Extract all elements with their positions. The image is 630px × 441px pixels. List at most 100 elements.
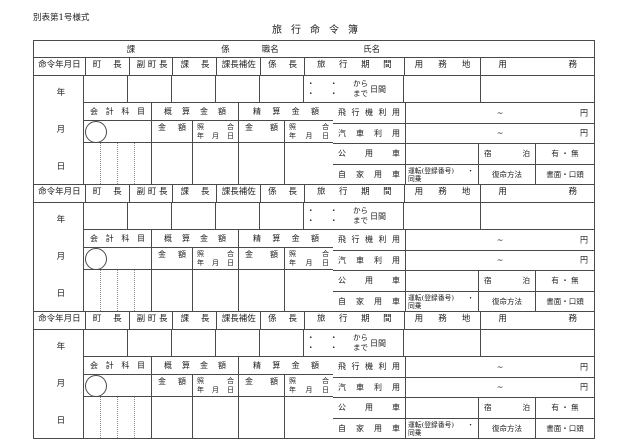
stamp-cell-subsection-chief[interactable] bbox=[260, 76, 304, 102]
stamp-cell-deputy-mayor[interactable] bbox=[128, 203, 172, 229]
train-range-cell[interactable]: ~ 円 bbox=[406, 378, 594, 398]
order-date-cell[interactable]: 年 月 日 bbox=[34, 330, 84, 438]
airplane-range-cell[interactable]: ~ 円 bbox=[406, 230, 594, 250]
account-seal-cell[interactable] bbox=[84, 375, 152, 397]
period-from-label: から bbox=[353, 333, 368, 342]
stamp-cell-section-chief[interactable] bbox=[172, 76, 216, 102]
airplane-range-cell[interactable]: ~ 円 bbox=[406, 357, 594, 377]
year-label: 年 bbox=[56, 342, 66, 352]
official-car-label: 公 用 車 bbox=[333, 398, 406, 418]
settlement-amount-input-cell[interactable] bbox=[239, 397, 285, 438]
stamp-cell-subsection-chief[interactable] bbox=[260, 330, 304, 356]
from-date-dot: ・ bbox=[307, 79, 315, 88]
settlement-amount-input-cell[interactable] bbox=[239, 270, 285, 311]
order-date-cell[interactable]: 年 月 日 bbox=[34, 203, 84, 311]
stamp-cell-section-chief[interactable] bbox=[172, 330, 216, 356]
official-car-input-cell[interactable] bbox=[406, 144, 479, 164]
estimate-collation-input-cell[interactable] bbox=[193, 143, 239, 184]
estimate-amount-input-cell[interactable] bbox=[152, 143, 193, 184]
seal-circle-icon bbox=[85, 248, 107, 270]
header-duty-place: 用 務 地 bbox=[405, 312, 482, 329]
report-options[interactable]: 書面・口頭 bbox=[546, 423, 584, 433]
private-car-input-cell[interactable]: 運転(登録番号) ・ 同乗 bbox=[406, 164, 479, 184]
period-to-label: まで bbox=[353, 343, 368, 352]
stamp-cell-mayor[interactable] bbox=[84, 330, 128, 356]
train-label: 汽 車 利 用 bbox=[333, 377, 406, 397]
stamp-cell-assistant-section-chief[interactable] bbox=[216, 203, 260, 229]
stamp-cell-mayor[interactable] bbox=[84, 76, 128, 102]
settlement-amount-input-cell[interactable] bbox=[239, 143, 285, 184]
header-duty: 用 務 bbox=[498, 187, 577, 197]
settlement-collation-label: 照 合 年 月 日 bbox=[289, 123, 329, 140]
form-number-note: 別表第1号様式 bbox=[33, 13, 90, 23]
estimate-amount-input-cell[interactable] bbox=[152, 397, 193, 438]
driving-dot: ・ bbox=[467, 293, 474, 302]
estimate-amount-header: 概 算 金 額 bbox=[152, 230, 239, 247]
duty-place-cell[interactable] bbox=[404, 330, 481, 356]
header-subsection-chief: 係 長 bbox=[261, 185, 306, 202]
month-label: 月 bbox=[56, 125, 66, 135]
header-subsection-chief: 係 長 bbox=[261, 58, 306, 75]
travel-period-cell[interactable]: ・・から ・・まで 日間 bbox=[304, 203, 404, 229]
estimate-collation-label: 照 合 年 月 日 bbox=[193, 121, 239, 142]
travel-period-cell[interactable]: ・・から ・・まで 日間 bbox=[304, 76, 404, 102]
column-header-row: 命令年月日 町 長 副 町 長 課 長 課長補佐 係 長 旅 行 期 間 用 務… bbox=[34, 58, 594, 76]
airplane-range-cell[interactable]: ~ 円 bbox=[406, 103, 594, 123]
passenger-label: 同乗 bbox=[408, 175, 422, 184]
period-to-label: まで bbox=[353, 216, 368, 225]
account-seal-cell[interactable] bbox=[84, 121, 152, 143]
settlement-collation-input-cell[interactable] bbox=[285, 143, 333, 184]
private-car-input-cell[interactable]: 運転(登録番号) ・ 同乗 bbox=[406, 291, 479, 311]
duty-cell[interactable] bbox=[481, 330, 594, 356]
driving-label: 運転(登録番号) bbox=[408, 166, 455, 175]
account-code-cell[interactable] bbox=[84, 397, 152, 438]
stamp-cell-deputy-mayor[interactable] bbox=[128, 330, 172, 356]
stamp-cell-assistant-section-chief[interactable] bbox=[216, 330, 260, 356]
account-seal-cell[interactable] bbox=[84, 248, 152, 270]
private-car-input-cell[interactable]: 運転(登録番号) ・ 同乗 bbox=[406, 418, 479, 438]
settlement-collation-input-cell[interactable] bbox=[285, 270, 333, 311]
header-deputy-mayor: 副 町 長 bbox=[130, 185, 174, 202]
settlement-collation-input-cell[interactable] bbox=[285, 397, 333, 438]
train-range-cell[interactable]: ~ 円 bbox=[406, 251, 594, 271]
settlement-amount-label: 金 額 bbox=[239, 375, 285, 396]
stamp-cell-mayor[interactable] bbox=[84, 203, 128, 229]
range-tilde: ~ bbox=[496, 382, 504, 392]
stamp-cell-assistant-section-chief[interactable] bbox=[216, 76, 260, 102]
seal-circle-icon bbox=[85, 121, 107, 143]
settlement-amount-label: 金 額 bbox=[239, 121, 285, 142]
report-options[interactable]: 書面・口頭 bbox=[546, 296, 584, 306]
traveler-info-row[interactable]: 課 係 職名 氏名 bbox=[34, 41, 594, 58]
account-code-cell[interactable] bbox=[84, 143, 152, 184]
estimate-amount-label: 金 額 bbox=[152, 375, 193, 396]
duty-place-cell[interactable] bbox=[404, 203, 481, 229]
duty-cell[interactable] bbox=[481, 203, 594, 229]
stamp-cell-deputy-mayor[interactable] bbox=[128, 76, 172, 102]
lodging-options[interactable]: 有 ・ 無 bbox=[551, 403, 579, 413]
stamp-cell-section-chief[interactable] bbox=[172, 203, 216, 229]
estimate-amount-label: 金 額 bbox=[152, 248, 193, 269]
estimate-amount-input-cell[interactable] bbox=[152, 270, 193, 311]
travel-order-table: 課 係 職名 氏名 命令年月日 町 長 副 町 長 課 長 課長補佐 係 長 旅… bbox=[33, 40, 595, 439]
estimate-collation-input-cell[interactable] bbox=[193, 397, 239, 438]
lodging-options[interactable]: 有 ・ 無 bbox=[551, 276, 579, 286]
official-car-input-cell[interactable] bbox=[406, 271, 479, 291]
account-code-cell[interactable] bbox=[84, 270, 152, 311]
travel-period-cell[interactable]: ・・から ・・まで 日間 bbox=[304, 330, 404, 356]
estimate-collation-input-cell[interactable] bbox=[193, 270, 239, 311]
period-to-label: まで bbox=[353, 89, 368, 98]
order-date-cell[interactable]: 年 月 日 bbox=[34, 76, 84, 184]
report-options[interactable]: 書面・口頭 bbox=[546, 169, 584, 179]
from-date-dot: ・ bbox=[330, 333, 338, 342]
official-car-input-cell[interactable] bbox=[406, 398, 479, 418]
duty-cell[interactable] bbox=[481, 76, 594, 102]
passenger-label: 同乗 bbox=[408, 429, 422, 438]
duty-place-cell[interactable] bbox=[404, 76, 481, 102]
airplane-label: 飛 行 機 利 用 bbox=[333, 357, 406, 377]
range-tilde: ~ bbox=[496, 108, 504, 118]
stamp-cell-subsection-chief[interactable] bbox=[260, 203, 304, 229]
lodging-options[interactable]: 有 ・ 無 bbox=[551, 149, 579, 159]
transport-table: 飛 行 機 利 用 ~ 円 汽 車 利 用 ~ 円 bbox=[333, 230, 594, 311]
train-range-cell[interactable]: ~ 円 bbox=[406, 124, 594, 144]
days-label: 日間 bbox=[370, 211, 386, 221]
